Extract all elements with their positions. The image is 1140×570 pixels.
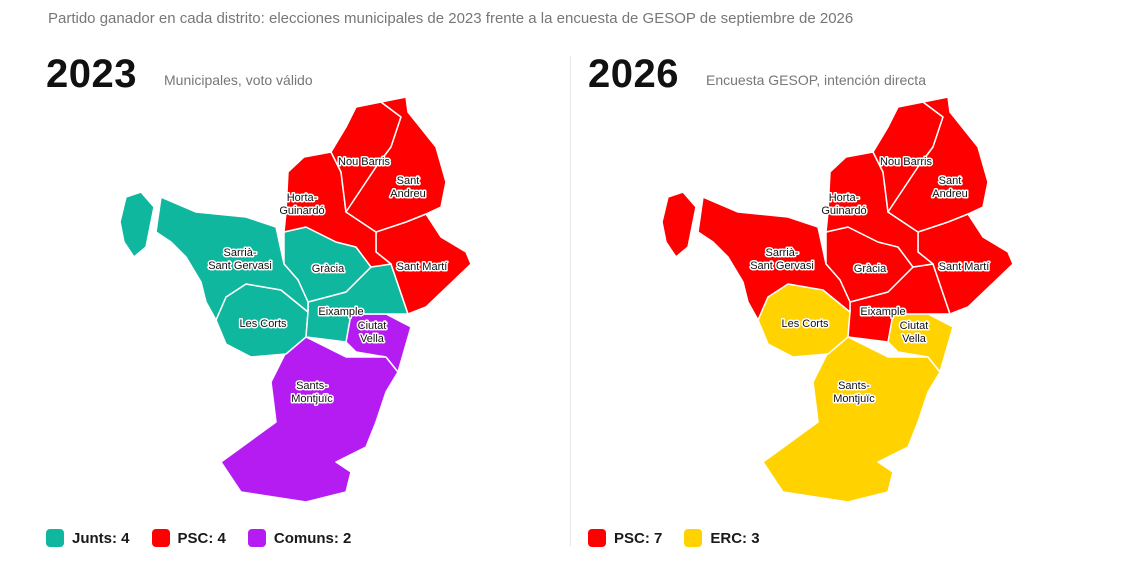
district-sant-andreu[interactable] bbox=[887, 96, 989, 233]
district-label-eixample: Eixample bbox=[318, 306, 363, 318]
district-sarria-exclave[interactable] bbox=[661, 191, 697, 258]
legend-2026: PSC: 7 ERC: 3 bbox=[588, 529, 760, 547]
district-ciutat-vella[interactable] bbox=[887, 313, 954, 373]
district-ciutat-vella[interactable] bbox=[345, 313, 412, 373]
legend-label: ERC: 3 bbox=[710, 529, 760, 547]
legend-swatch bbox=[684, 529, 703, 547]
district-sarria[interactable] bbox=[155, 196, 309, 321]
legend-swatch bbox=[151, 529, 170, 547]
district-label-les-corts: Les Corts bbox=[239, 318, 287, 330]
year-note: Municipales, voto válido bbox=[164, 72, 313, 88]
legend-swatch bbox=[46, 529, 64, 547]
panel-2026: 2026 Encuesta GESOP, intención directa S… bbox=[588, 52, 1108, 562]
year-note: Encuesta GESOP, intención directa bbox=[706, 72, 926, 88]
district-label-sants: Sants-Montjuïc bbox=[291, 380, 333, 405]
legend-item-psc: PSC: 4 bbox=[151, 529, 226, 547]
district-label-horta: Horta-Guinardó bbox=[821, 192, 866, 217]
district-label-nou-barris: Nou Barris bbox=[880, 156, 932, 168]
legend-2023: Junts: 4 PSC: 4 Comuns: 2 bbox=[46, 529, 351, 547]
district-label-sants: Sants-Montjuïc bbox=[833, 380, 875, 405]
district-label-ciutat-vella: Ciutat Vella bbox=[900, 320, 929, 345]
legend-item-junts: Junts: 4 bbox=[46, 529, 130, 547]
district-sarria[interactable] bbox=[697, 196, 851, 321]
legend-item-erc: ERC: 3 bbox=[684, 529, 760, 547]
legend-label: Junts: 4 bbox=[72, 529, 130, 547]
district-label-horta: Horta-Guinardó bbox=[279, 192, 324, 217]
district-sarria-exclave[interactable] bbox=[119, 191, 155, 258]
district-horta[interactable] bbox=[283, 151, 392, 268]
district-sant-andreu[interactable] bbox=[345, 96, 447, 233]
district-label-eixample: Eixample bbox=[860, 306, 905, 318]
legend-swatch bbox=[588, 529, 606, 547]
subtitle: Partido ganador en cada distrito: elecci… bbox=[48, 10, 854, 27]
district-label-gracia: Gràcia bbox=[854, 263, 887, 275]
legend-label: PSC: 4 bbox=[177, 529, 226, 547]
district-sants[interactable] bbox=[220, 336, 399, 503]
legend-swatch bbox=[247, 529, 266, 547]
district-map-2023: Sants-Montjuïc Ciutat Vella Les Corts Eixamp… bbox=[119, 96, 472, 503]
district-horta[interactable] bbox=[825, 151, 934, 268]
district-label-sarria: Sarrià-Sant Gervasi bbox=[750, 247, 814, 272]
district-label-sant-marti: Sant Martí bbox=[397, 261, 448, 273]
legend-item-psc: PSC: 7 bbox=[588, 529, 662, 547]
legend-item-comuns: Comuns: 2 bbox=[247, 529, 352, 547]
district-label-ciutat-vella: Ciutat Vella bbox=[358, 320, 387, 345]
district-label-nou-barris: Nou Barris bbox=[338, 156, 390, 168]
legend-label: Comuns: 2 bbox=[273, 529, 352, 547]
year-heading: 2026 bbox=[588, 52, 679, 96]
year-heading: 2023 bbox=[46, 52, 137, 96]
district-label-sant-andreu: Sant Andreu bbox=[932, 175, 967, 200]
legend-label: PSC: 7 bbox=[614, 529, 663, 547]
panel-divider bbox=[570, 56, 571, 546]
panel-2023: 2023 Municipales, voto válido Sants-Mont… bbox=[46, 52, 566, 562]
district-sants[interactable] bbox=[762, 336, 941, 503]
district-label-les-corts: Les Corts bbox=[781, 318, 829, 330]
district-label-sant-marti: Sant Martí bbox=[939, 261, 990, 273]
district-map-2026: Sants-Montjuïc Ciutat Vella Les Corts Eixamp… bbox=[661, 96, 1014, 503]
district-label-sant-andreu: Sant Andreu bbox=[390, 175, 425, 200]
district-label-gracia: Gràcia bbox=[312, 263, 345, 275]
district-label-sarria: Sarrià-Sant Gervasi bbox=[208, 247, 272, 272]
